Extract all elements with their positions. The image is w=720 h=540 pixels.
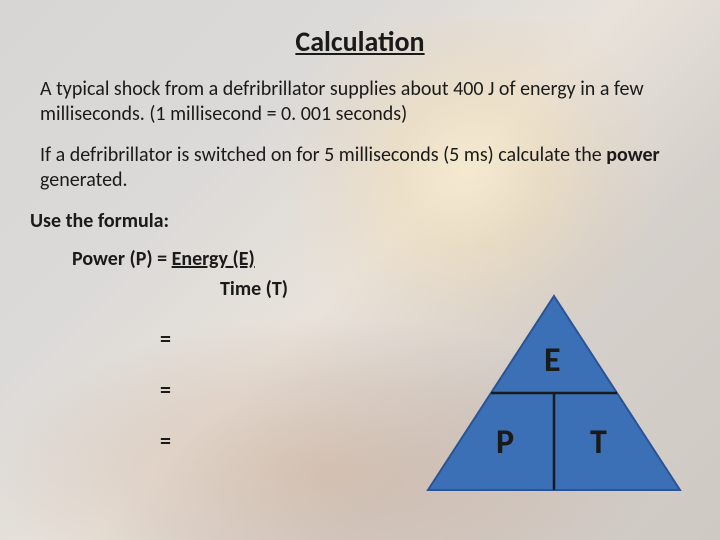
- formula-triangle: E P T: [424, 290, 684, 500]
- question-power-word: power: [606, 143, 659, 167]
- paragraph-question: If a defribrillator is switched on for 5…: [40, 143, 680, 193]
- question-pre: If a defribrillator is switched on for 5…: [40, 143, 606, 167]
- use-formula-label: Use the formula:: [30, 209, 680, 233]
- triangle-letter-e: E: [544, 340, 561, 381]
- formula-numerator: Energy (E): [172, 247, 255, 271]
- triangle-letter-p: P: [496, 422, 514, 463]
- formula-line-1: Power (P) = Energy (E): [72, 247, 680, 271]
- page-title: Calculation: [40, 24, 680, 59]
- slide-content: Calculation A typical shock from a defri…: [0, 0, 720, 540]
- paragraph-energy-info: A typical shock from a defribrillator su…: [40, 77, 680, 127]
- question-post: generated.: [40, 168, 128, 192]
- formula-lhs: Power (P) =: [72, 247, 172, 271]
- triangle-letter-t: T: [590, 422, 607, 463]
- triangle-svg: [424, 290, 684, 500]
